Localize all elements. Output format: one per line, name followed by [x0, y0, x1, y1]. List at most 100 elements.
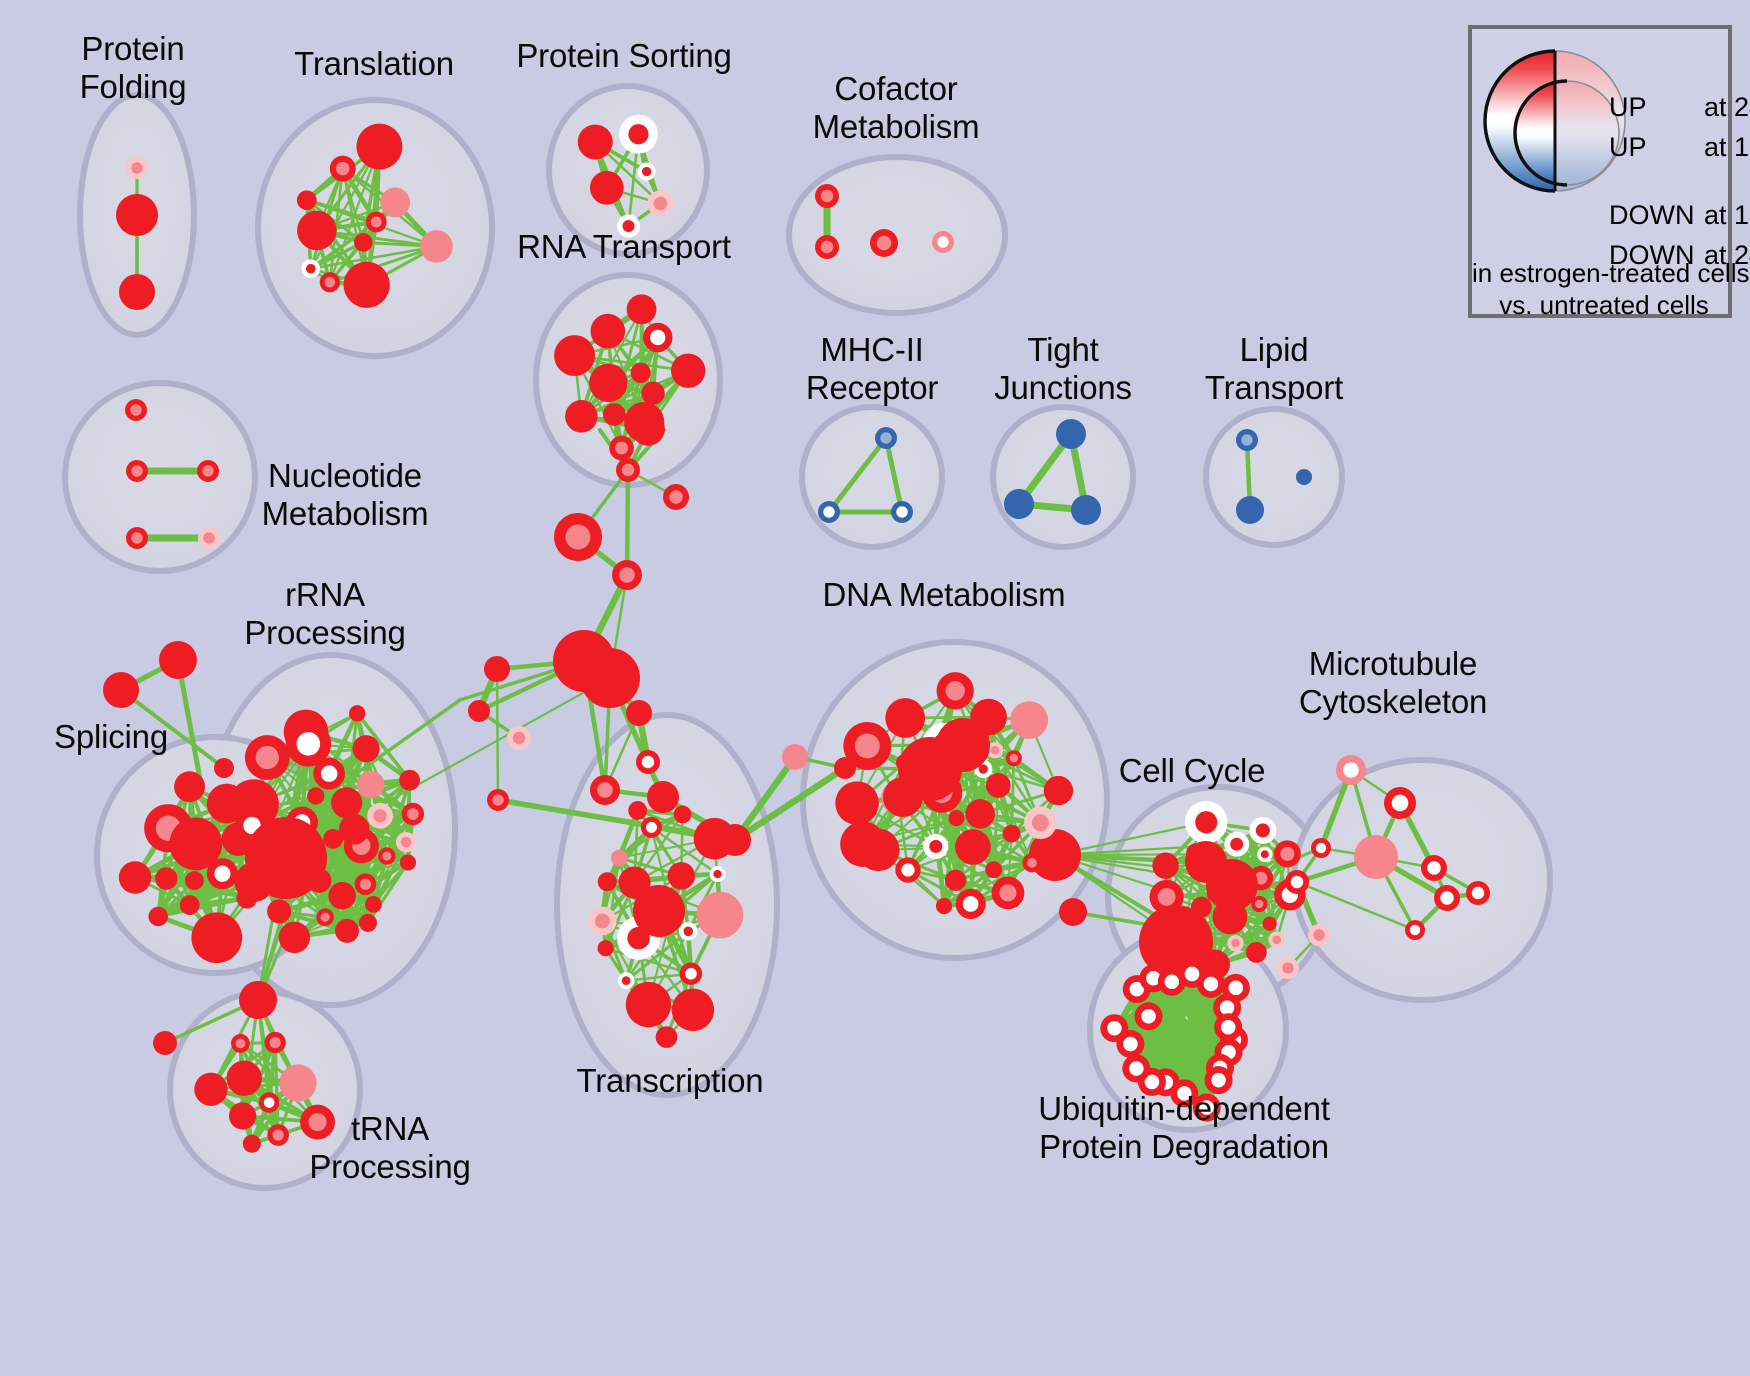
node-dna-11[interactable]	[1010, 701, 1048, 739]
node-nuc-4[interactable]	[198, 527, 220, 549]
node-bb-6[interactable]	[484, 656, 510, 682]
node-translation-3[interactable]	[297, 210, 337, 251]
node-transcription-9[interactable]	[625, 981, 672, 1028]
node-sorting-3[interactable]	[589, 170, 624, 205]
node-splicing-10[interactable]	[206, 858, 238, 890]
node-rnatransport-7[interactable]	[554, 335, 595, 376]
node-rrna-11[interactable]	[267, 899, 292, 924]
node-sorting-5[interactable]	[637, 162, 656, 181]
node-translation-1[interactable]	[354, 233, 373, 252]
node-rnatransport-2[interactable]	[630, 362, 651, 383]
node-dna-14[interactable]	[1022, 853, 1042, 873]
node-rrna-7[interactable]	[399, 769, 421, 791]
node-dna-4[interactable]	[843, 722, 892, 770]
node-bb-10[interactable]	[626, 700, 652, 726]
node-nuc-0[interactable]	[125, 399, 147, 421]
node-cellcycle-7[interactable]	[1262, 916, 1277, 931]
node-spl-b[interactable]	[159, 641, 197, 679]
node-trna-5[interactable]	[279, 1064, 317, 1102]
node-mt-1[interactable]	[1384, 787, 1416, 819]
node-rrna-24[interactable]	[378, 847, 396, 865]
node-dna-8[interactable]	[923, 833, 949, 859]
node-dna-12[interactable]	[955, 888, 986, 920]
node-mt-3[interactable]	[1421, 855, 1447, 881]
node-trna-7[interactable]	[226, 1060, 262, 1096]
node-bb-15[interactable]	[782, 744, 808, 770]
node-bb-18[interactable]	[1059, 898, 1087, 926]
node-splicing-1[interactable]	[184, 871, 204, 890]
node-rnatransport-1[interactable]	[643, 322, 673, 353]
node-splicing-11[interactable]	[179, 895, 200, 915]
node-transcription-16[interactable]	[679, 922, 698, 941]
node-bb-17[interactable]	[1029, 829, 1081, 881]
node-splicing-3[interactable]	[148, 906, 168, 927]
node-rrna-5[interactable]	[313, 757, 346, 790]
node-rrna-25[interactable]	[338, 813, 370, 845]
node-rrna-21[interactable]	[278, 921, 311, 954]
node-transcription-19[interactable]	[588, 906, 617, 936]
node-rnatransport-0[interactable]	[590, 313, 626, 349]
node-transcription-8[interactable]	[597, 940, 614, 957]
node-bb-11[interactable]	[636, 750, 660, 774]
node-mt-0[interactable]	[1336, 755, 1366, 785]
node-rrna-27[interactable]	[358, 913, 378, 932]
node-mhc-0[interactable]	[875, 427, 897, 449]
node-translation-9[interactable]	[329, 155, 356, 182]
node-trna-3[interactable]	[228, 1102, 257, 1130]
node-rnatransport-6[interactable]	[670, 353, 706, 388]
node-bb-5[interactable]	[580, 648, 640, 708]
node-splicing-7[interactable]	[191, 912, 243, 964]
node-cc-hub2[interactable]	[1185, 841, 1227, 883]
node-rrna-28[interactable]	[285, 721, 332, 767]
node-sorting-4[interactable]	[647, 190, 674, 217]
node-rrna-20[interactable]	[331, 787, 363, 819]
node-transcription-10[interactable]	[671, 988, 715, 1032]
node-splicing-13[interactable]	[169, 817, 223, 871]
node-tj-0[interactable]	[1056, 419, 1086, 449]
node-rrna-1[interactable]	[365, 895, 382, 913]
node-transcription-12[interactable]	[709, 866, 726, 883]
node-rrna-hub[interactable]	[245, 817, 327, 899]
node-rnatransport-12[interactable]	[626, 294, 657, 325]
node-ub-8[interactable]	[1122, 1054, 1151, 1083]
node-lt-0[interactable]	[1236, 429, 1258, 451]
node-rrna-10[interactable]	[307, 787, 325, 805]
node-dna-hub3[interactable]	[883, 777, 923, 817]
node-dna-3[interactable]	[955, 829, 991, 865]
node-sorting-1[interactable]	[616, 214, 641, 238]
node-dna-23[interactable]	[965, 799, 995, 829]
node-cellcycle-10[interactable]	[1227, 934, 1244, 952]
node-transcription-6[interactable]	[597, 872, 617, 892]
node-rrna-8[interactable]	[316, 908, 334, 926]
node-trna-0[interactable]	[264, 1031, 286, 1054]
node-rrna-22[interactable]	[401, 802, 425, 826]
node-nuc-3[interactable]	[126, 527, 148, 549]
node-cof-3[interactable]	[932, 231, 954, 253]
node-translation-5[interactable]	[356, 123, 403, 170]
node-trna-1[interactable]	[194, 1072, 228, 1106]
node-dna-21[interactable]	[935, 897, 953, 915]
node-mt-10[interactable]	[1405, 920, 1425, 940]
node-tr-hub[interactable]	[633, 885, 685, 937]
node-mt-4[interactable]	[1434, 885, 1460, 911]
node-transcription-0[interactable]	[667, 862, 696, 890]
node-ub-16[interactable]	[1196, 969, 1225, 998]
node-trna-6[interactable]	[242, 1134, 261, 1153]
node-translation-7[interactable]	[319, 272, 340, 293]
node-mhc-2[interactable]	[891, 501, 913, 523]
node-ub-11[interactable]	[1134, 1002, 1163, 1031]
node-cellcycle-11[interactable]	[1184, 800, 1228, 844]
node-cof-2[interactable]	[870, 229, 898, 257]
node-rrna-30[interactable]	[328, 882, 356, 910]
node-trna-4[interactable]	[267, 1124, 289, 1146]
node-cellcycle-6[interactable]	[1152, 852, 1179, 879]
node-transcription-13[interactable]	[655, 1026, 678, 1048]
node-rrna-26[interactable]	[354, 873, 377, 896]
node-spl-c[interactable]	[214, 758, 234, 778]
node-mt-5[interactable]	[1311, 838, 1331, 858]
node-dna-5[interactable]	[945, 869, 967, 891]
node-cellcycle-20[interactable]	[1246, 942, 1267, 963]
node-dna-19[interactable]	[1005, 750, 1022, 767]
node-bb-7[interactable]	[507, 726, 531, 750]
node-transcription-1[interactable]	[617, 972, 635, 990]
